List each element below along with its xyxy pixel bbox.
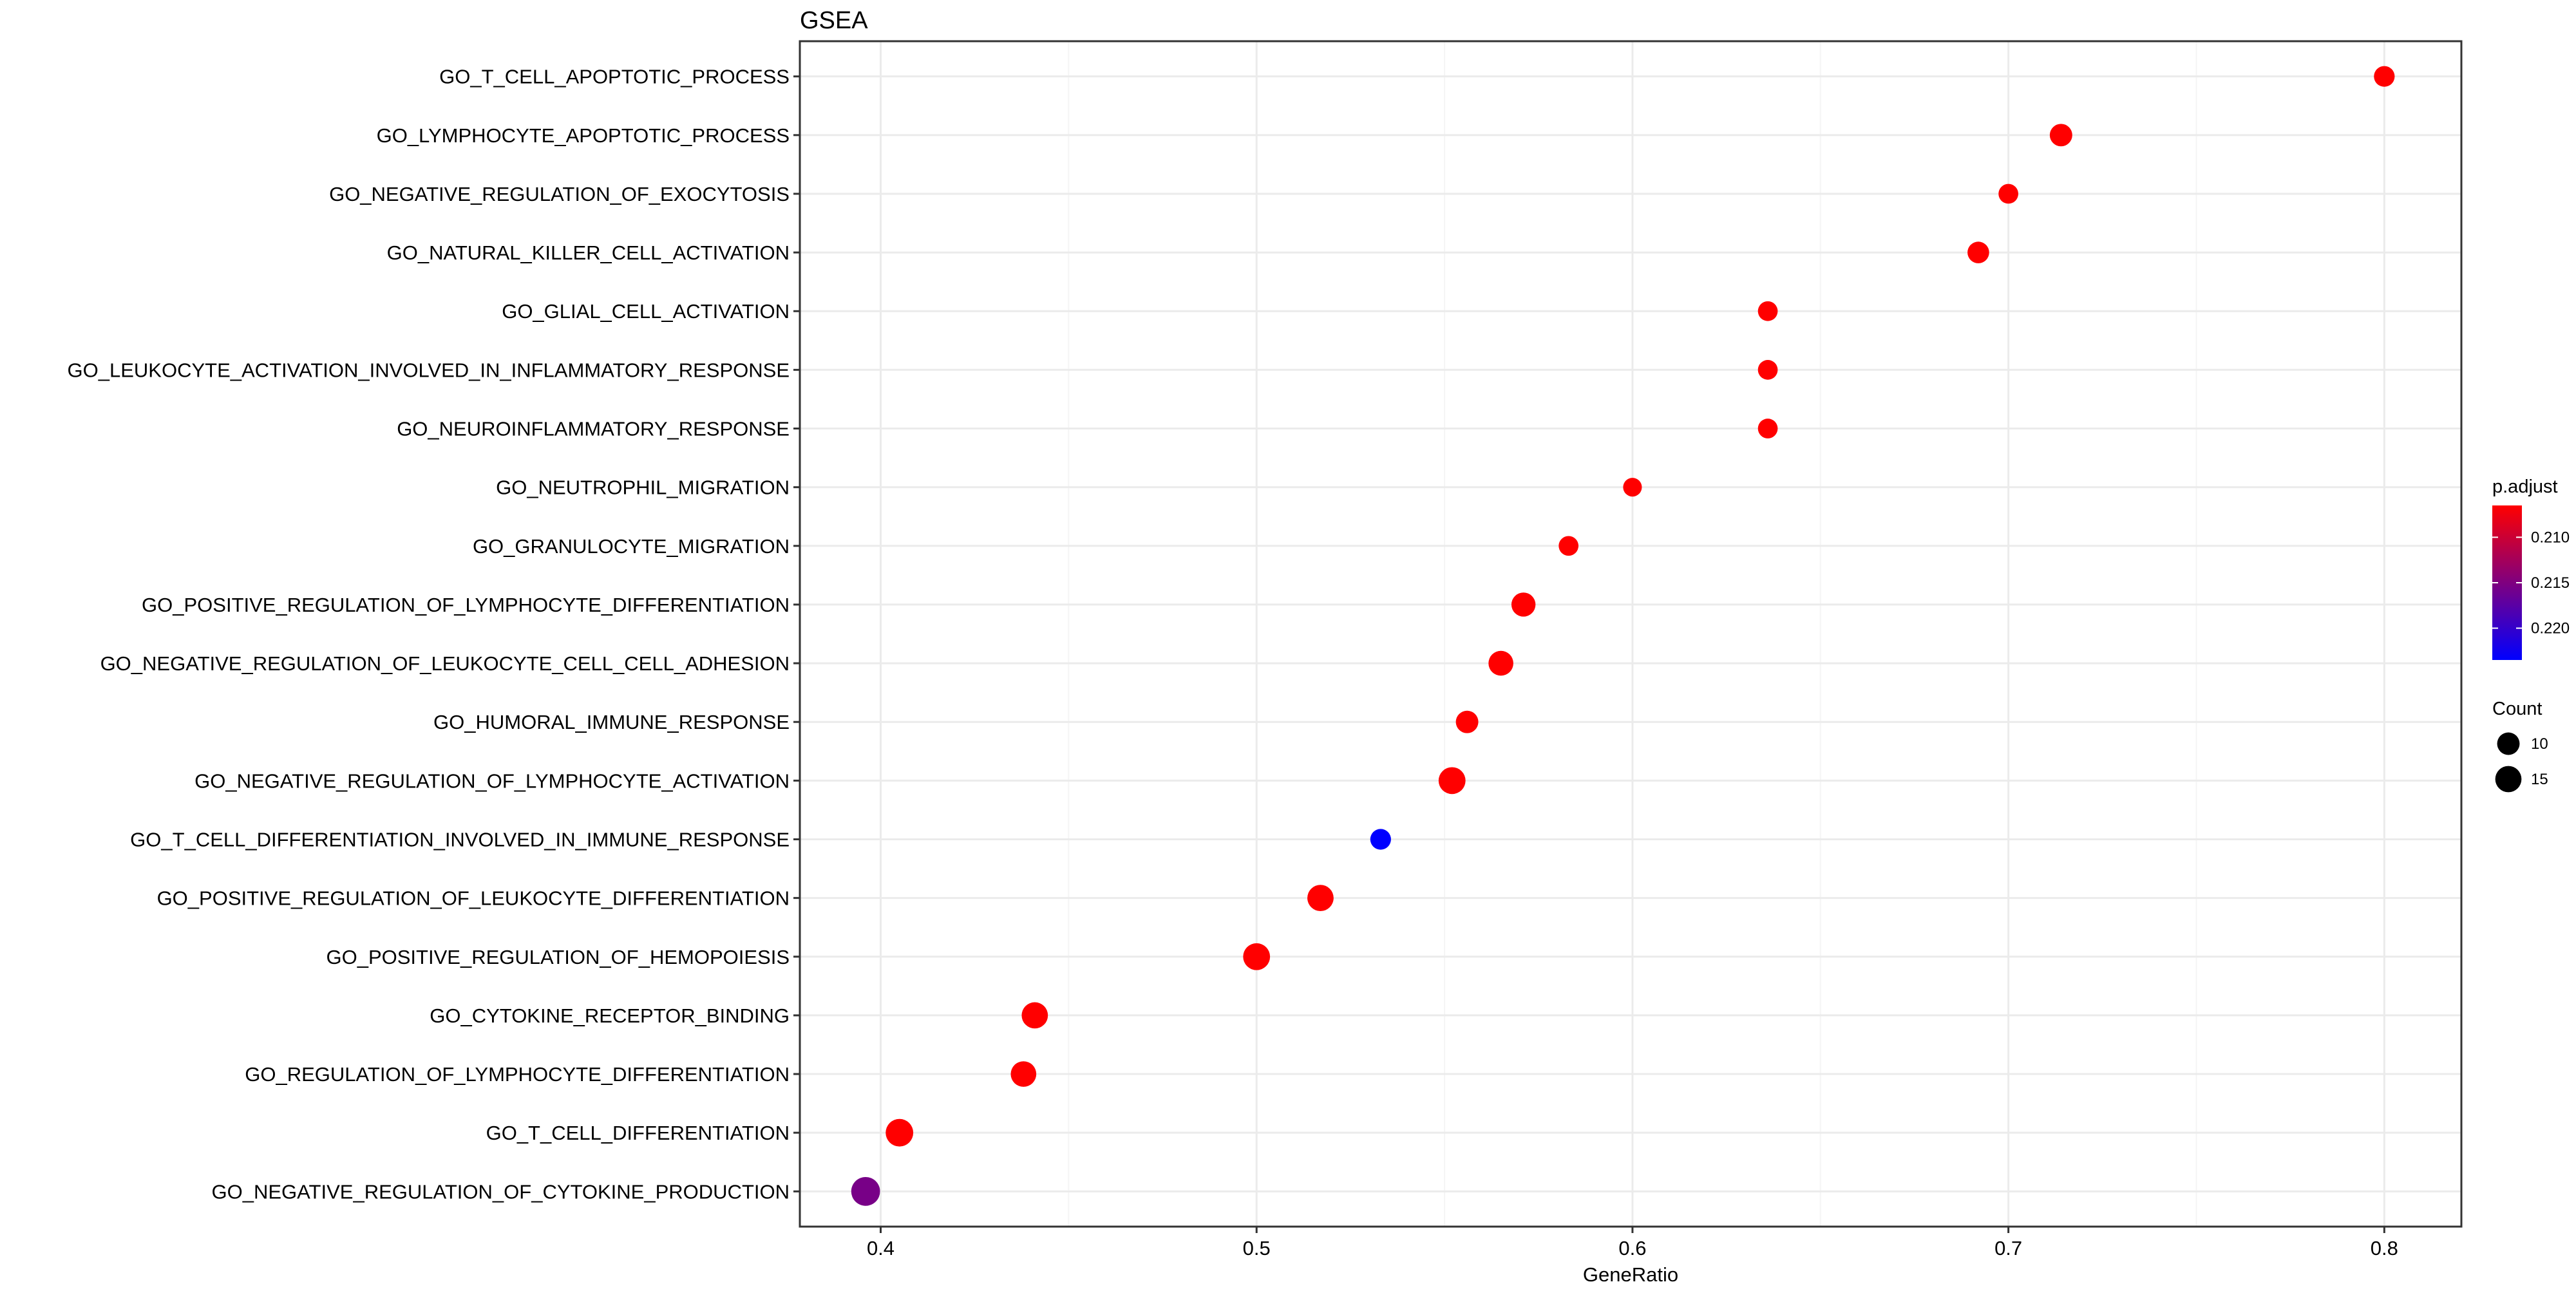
points-layer [851,66,2395,1206]
y-tick-label: GO_POSITIVE_REGULATION_OF_LEUKOCYTE_DIFF… [157,887,790,910]
size-legend-entries: 10 15 [2495,732,2548,793]
color-legend-ticks: 0.210 0.215 0.220 [2492,529,2570,637]
y-tick-label: GO_T_CELL_DIFFERENTIATION_INVOLVED_IN_IM… [130,828,790,851]
data-point [1757,419,1778,438]
x-tick-label: 0.5 [1243,1237,1271,1259]
data-point [1021,1002,1048,1029]
data-point [1757,301,1778,321]
data-point [1243,943,1271,970]
y-tick-label: GO_NEGATIVE_REGULATION_OF_EXOCYTOSIS [329,183,790,205]
color-legend-tick-label: 0.220 [2531,620,2570,637]
data-point [1511,592,1536,617]
y-tick-label: GO_REGULATION_OF_LYMPHOCYTE_DIFFERENTIAT… [245,1063,790,1086]
color-legend-tick-label: 0.215 [2531,574,2570,592]
chart-title: GSEA [800,7,868,34]
data-point [1558,536,1579,556]
y-tick-label: GO_NEUROINFLAMMATORY_RESPONSE [397,418,790,440]
y-tick-label: GO_NEGATIVE_REGULATION_OF_LEUKOCYTE_CELL… [100,652,790,675]
legend: p.adjust 0.210 0.215 0.220 Count 10 15 [2492,476,2570,793]
data-point [1488,650,1513,676]
data-point [2049,124,2072,147]
grid-layer [800,41,2461,1227]
data-point [1455,710,1479,733]
x-tick-label: 0.4 [867,1237,895,1259]
x-tick-label: 0.8 [2371,1237,2398,1259]
color-legend-tick-label: 0.210 [2531,529,2570,546]
data-point [1623,478,1642,497]
data-point [2374,66,2395,87]
size-legend-point [2497,732,2520,755]
x-axis-label: GeneRatio [1583,1263,1678,1286]
data-point [1438,767,1466,795]
y-tick-label: GO_GRANULOCYTE_MIGRATION [473,535,790,558]
y-tick-label: GO_GLIAL_CELL_ACTIVATION [502,300,790,323]
y-tick-label: GO_LYMPHOCYTE_APOPTOTIC_PROCESS [377,124,790,147]
y-tick-label: GO_NEGATIVE_REGULATION_OF_CYTOKINE_PRODU… [212,1180,790,1203]
data-point [1757,360,1778,380]
x-tick-label: 0.6 [1618,1237,1646,1259]
y-tick-label: GO_NEGATIVE_REGULATION_OF_LYMPHOCYTE_ACT… [194,769,790,792]
panel-border [799,40,2463,1228]
y-tick-label: GO_CYTOKINE_RECEPTOR_BINDING [430,1004,790,1027]
y-tick-label: GO_HUMORAL_IMMUNE_RESPONSE [433,711,790,733]
size-legend-point [2495,766,2522,793]
y-tick-label: GO_POSITIVE_REGULATION_OF_HEMOPOIESIS [327,946,790,968]
y-tick-label: GO_POSITIVE_REGULATION_OF_LYMPHOCYTE_DIF… [142,594,790,616]
y-tick-labels: GO_T_CELL_APOPTOTIC_PROCESS GO_LYMPHOCYTE… [68,66,800,1203]
data-point [1307,885,1334,912]
x-tick-labels: 0.4 0.5 0.6 0.7 0.8 [867,1227,2398,1259]
size-legend-title: Count [2492,699,2542,719]
data-point [1370,829,1391,850]
data-point [1967,241,1989,263]
y-tick-label: GO_T_CELL_DIFFERENTIATION [486,1122,790,1144]
y-tick-label: GO_LEUKOCYTE_ACTIVATION_INVOLVED_IN_INFL… [68,359,790,381]
data-point [1998,184,2018,204]
y-tick-label: GO_NEUTROPHIL_MIGRATION [496,476,790,499]
data-point [1010,1061,1037,1087]
size-legend-label: 10 [2531,735,2548,753]
y-tick-label: GO_NATURAL_KILLER_CELL_ACTIVATION [387,241,790,264]
y-tick-label: GO_T_CELL_APOPTOTIC_PROCESS [439,66,790,88]
color-legend-title: p.adjust [2492,476,2558,497]
data-point [851,1176,880,1206]
x-tick-label: 0.7 [1994,1237,2022,1259]
size-legend-label: 15 [2531,771,2548,788]
data-point [886,1118,914,1147]
